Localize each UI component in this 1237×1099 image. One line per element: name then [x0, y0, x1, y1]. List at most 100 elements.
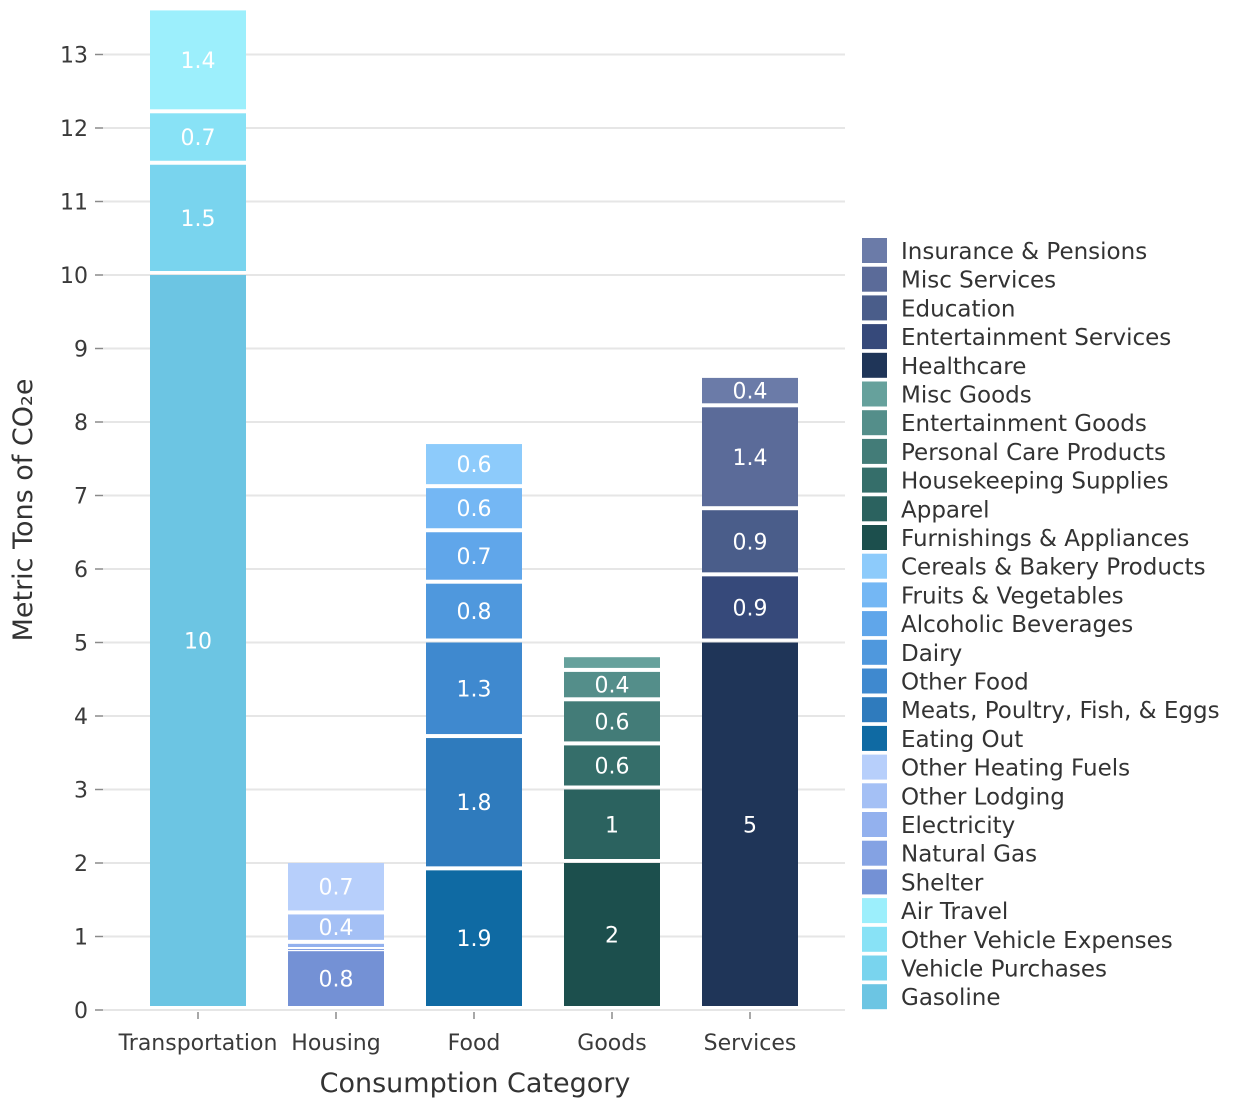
legend-label-meats-poultry-fish-eggs: Meats, Poultry, Fish, & Eggs	[901, 698, 1220, 724]
legend-label-dairy: Dairy	[901, 641, 962, 667]
data-label: 0.8	[457, 600, 492, 625]
legend-label-other-lodging: Other Lodging	[901, 784, 1065, 810]
data-label: 1.4	[733, 446, 768, 471]
legend-label-misc-services: Misc Services	[901, 268, 1056, 294]
legend-swatch-air-travel	[862, 898, 887, 924]
data-label: 0.6	[457, 497, 492, 522]
legend-swatch-misc-goods	[862, 381, 887, 407]
legend-swatch-dairy	[862, 639, 887, 665]
bar-segment-housing-other-heating-fuels	[288, 863, 384, 911]
legend-swatch-other-lodging	[862, 783, 887, 809]
bar-segment-goods-personal-care-products	[564, 701, 660, 742]
bar-segment-goods-misc-goods	[564, 657, 660, 668]
data-label: 0.6	[595, 754, 630, 779]
data-label: 1.8	[457, 791, 492, 816]
y-tick-label: 7	[74, 485, 88, 510]
bar-segment-food-other-food	[426, 642, 522, 735]
data-label: 0.7	[181, 126, 216, 151]
bar-segment-housing-natural-gas	[288, 948, 384, 950]
data-label: 0.9	[733, 530, 768, 555]
legend-swatch-misc-services	[862, 266, 887, 292]
bar-segment-transportation-gasoline	[150, 275, 246, 1006]
legend-label-furnishings-appliances: Furnishings & Appliances	[901, 526, 1189, 552]
legend-swatch-gasoline	[862, 984, 887, 1010]
y-tick-label: 4	[74, 705, 88, 730]
legend-swatch-other-heating-fuels	[862, 754, 887, 780]
legend-swatch-natural-gas	[862, 840, 887, 866]
bar-segment-goods-furnishings-appliances	[564, 863, 660, 1006]
legend-label-insurance-pensions: Insurance & Pensions	[901, 239, 1147, 265]
bar-segment-housing-electricity	[288, 943, 384, 947]
bar-segment-food-cereals-bakery-products	[426, 444, 522, 485]
legend-swatch-insurance-pensions	[862, 238, 887, 263]
legend-label-apparel: Apparel	[901, 497, 990, 523]
bar-segment-services-healthcare	[702, 642, 798, 1006]
legend-label-entertainment-goods: Entertainment Goods	[901, 411, 1147, 437]
data-label: 0.4	[319, 916, 354, 941]
legend-swatch-other-food	[862, 668, 887, 694]
data-label: 1.4	[181, 49, 216, 74]
bars: 10 1.5 0.7 1.4 0.8 0.4 0.7 1.9 1.8 1.3 0.8 0.7 0.6 0.…	[150, 10, 798, 1006]
data-label: 1.5	[181, 207, 216, 232]
bar-segment-services-entertainment-services	[702, 576, 798, 639]
x-axis-title: Consumption Category	[320, 1068, 631, 1099]
legend-label-other-food: Other Food	[901, 670, 1029, 696]
bar-segment-food-dairy	[426, 583, 522, 639]
x-tick-label-goods: Goods	[577, 1031, 646, 1056]
y-tick-label: 13	[60, 44, 88, 69]
legend-label-personal-care-products: Personal Care Products	[901, 440, 1166, 466]
bar-segment-services-insurance-pensions	[702, 377, 798, 404]
bar-segment-housing-other-lodging	[288, 914, 384, 940]
bar-segment-goods-entertainment-goods	[564, 671, 660, 698]
legend-swatch-apparel	[862, 496, 887, 522]
legend-label-alcoholic-beverages: Alcoholic Beverages	[901, 612, 1133, 638]
legend-swatch-education	[862, 295, 887, 321]
legend-label-natural-gas: Natural Gas	[901, 842, 1037, 868]
data-label: 2	[605, 924, 619, 949]
data-label: 1.3	[457, 677, 492, 702]
legend-swatch-other-vehicle-expenses	[862, 926, 887, 952]
bar-segment-services-misc-services	[702, 407, 798, 507]
legend-label-shelter: Shelter	[901, 870, 984, 896]
legend-label-fruits-vegetables: Fruits & Vegetables	[901, 583, 1124, 609]
x-tick-label-food: Food	[448, 1031, 501, 1056]
data-label: 0.4	[595, 674, 630, 699]
data-label: 0.8	[319, 968, 354, 993]
legend-swatch-shelter	[862, 869, 887, 895]
legend-swatch-meats-poultry-fish-eggs	[862, 697, 887, 723]
x-tick-label-services: Services	[704, 1031, 797, 1056]
bar-segment-food-fruits-vegetables	[426, 488, 522, 529]
bar-segment-transportation-air-travel	[150, 10, 246, 110]
legend-label-housekeeping-supplies: Housekeeping Supplies	[901, 469, 1169, 495]
legend-label-air-travel: Air Travel	[901, 899, 1008, 925]
legend: Insurance & Pensions Misc ServicesEducati…	[862, 238, 1220, 1011]
legend-label-vehicle-purchases: Vehicle Purchases	[901, 957, 1107, 983]
legend-label-electricity: Electricity	[901, 813, 1015, 839]
x-axis: Transportation Housing Food Goods Services	[118, 1012, 797, 1056]
data-label: 0.7	[457, 545, 492, 570]
bar-segment-housing-shelter	[288, 951, 384, 1006]
data-label: 0.9	[733, 596, 768, 621]
legend-label-misc-goods: Misc Goods	[901, 383, 1032, 409]
bar-segment-food-meats-poultry-fish-eggs	[426, 738, 522, 867]
bar-segment-goods-housekeeping-supplies	[564, 745, 660, 786]
y-tick-label: 2	[74, 852, 88, 877]
data-label: 0.6	[457, 453, 492, 478]
legend-swatch-housekeeping-supplies	[862, 467, 887, 493]
x-tick-label-transportation: Transportation	[118, 1031, 278, 1056]
y-tick-label: 11	[60, 191, 88, 216]
data-label: 0.4	[733, 380, 768, 405]
legend-label-healthcare: Healthcare	[901, 354, 1026, 380]
x-tick-label-housing: Housing	[291, 1031, 380, 1056]
y-tick-label: 9	[74, 338, 88, 363]
bar-segment-goods-apparel	[564, 789, 660, 859]
legend-label-gasoline: Gasoline	[901, 985, 1000, 1011]
y-tick-label: 3	[74, 779, 88, 804]
y-tick-label: 0	[74, 999, 88, 1024]
y-tick-label: 8	[74, 411, 88, 436]
legend-swatch-fruits-vegetables	[862, 582, 887, 608]
y-tick-label: 6	[74, 558, 88, 583]
legend-swatch-electricity	[862, 812, 887, 837]
